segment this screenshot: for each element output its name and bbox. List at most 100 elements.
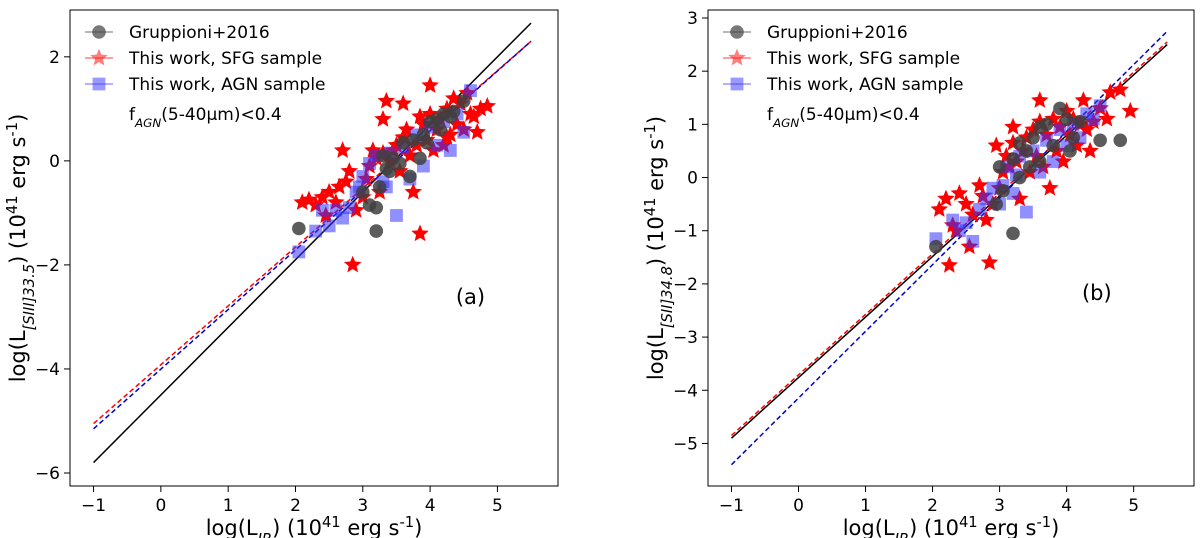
x-tick-label: 3 xyxy=(357,496,368,516)
data-point xyxy=(929,239,943,254)
x-tick-label: 5 xyxy=(1128,496,1139,516)
data-point xyxy=(1111,80,1130,98)
data-point xyxy=(937,189,955,207)
legend: Gruppioni+2016 This work, SFG sample This … xyxy=(85,23,326,130)
y-tick-label: 2 xyxy=(687,62,698,82)
y-tick-label: 2 xyxy=(49,48,60,68)
data-point xyxy=(465,107,483,125)
data-point xyxy=(292,245,306,259)
legend-marker xyxy=(92,77,106,91)
y-tick-label: 1 xyxy=(687,115,698,135)
data-point xyxy=(403,169,417,184)
data-point xyxy=(1093,99,1107,113)
data-point xyxy=(1098,109,1116,127)
data-point xyxy=(1053,123,1067,137)
data-point xyxy=(333,141,352,158)
legend-label: Gruppioni+2016 xyxy=(129,23,270,43)
data-point xyxy=(1093,133,1107,148)
legend: Gruppioni+2016 This work, SFG sample This … xyxy=(723,23,964,130)
y-tick-label: −3 xyxy=(673,328,698,348)
data-point xyxy=(957,194,975,212)
data-point xyxy=(1046,138,1061,153)
data-point xyxy=(986,181,1000,195)
data-point xyxy=(1081,141,1099,159)
x-tick-label: 3 xyxy=(994,496,1005,516)
data-point xyxy=(340,162,359,179)
plot-frame xyxy=(707,9,1195,487)
y-tick-label: 0 xyxy=(687,169,698,189)
data-point xyxy=(946,213,960,227)
data-point xyxy=(1039,117,1054,132)
data-point xyxy=(478,97,497,114)
legend-marker xyxy=(728,48,746,66)
data-point xyxy=(446,104,461,119)
data-point xyxy=(464,84,477,98)
data-point xyxy=(372,180,387,194)
data-point xyxy=(1010,189,1029,207)
legend-label: Gruppioni+2016 xyxy=(767,23,908,43)
x-tick-label: −1 xyxy=(81,496,106,516)
data-point xyxy=(320,182,338,200)
data-point xyxy=(471,99,490,117)
data-point xyxy=(1022,160,1037,174)
data-point xyxy=(966,234,980,248)
data-point xyxy=(1006,187,1020,200)
x-axis-label: log(LIR) (1041 erg s-1) xyxy=(843,514,1060,538)
data-point xyxy=(316,203,329,217)
data-point xyxy=(1033,154,1047,169)
panel-label: (a) xyxy=(456,285,485,309)
legend-label: This work, SFG sample xyxy=(766,49,960,69)
data-point xyxy=(1053,101,1067,116)
data-point xyxy=(293,193,311,210)
data-point xyxy=(973,203,986,216)
series-circle xyxy=(929,101,1128,254)
legend-label: This work, SFG sample xyxy=(128,49,322,69)
data-point xyxy=(1033,165,1047,179)
y-tick-label: −5 xyxy=(673,434,698,454)
data-point xyxy=(330,177,348,195)
data-point xyxy=(468,123,486,140)
x-tick-label: 2 xyxy=(290,496,301,516)
y-tick-label: 0 xyxy=(49,152,60,172)
data-point xyxy=(930,200,949,217)
data-point xyxy=(992,160,1007,174)
x-tick-label: 0 xyxy=(793,496,804,516)
data-point xyxy=(977,210,995,228)
data-point xyxy=(1101,83,1119,100)
data-point xyxy=(309,224,323,238)
legend-marker xyxy=(730,77,744,91)
legend-marker xyxy=(90,48,108,66)
data-point xyxy=(369,200,384,215)
data-point xyxy=(970,176,989,193)
legend-marker xyxy=(730,25,744,39)
data-area xyxy=(730,30,1168,466)
y-tick-label: −4 xyxy=(673,381,698,401)
data-point xyxy=(1059,112,1074,126)
data-point xyxy=(1020,205,1033,219)
data-area xyxy=(93,22,532,464)
data-point xyxy=(1066,130,1081,145)
data-point xyxy=(456,94,471,108)
legend-label: This work, AGN sample xyxy=(128,75,326,95)
data-point xyxy=(406,133,421,147)
data-point xyxy=(313,188,332,205)
fit-line-2 xyxy=(730,30,1168,466)
legend-label: This work, AGN sample xyxy=(766,75,964,95)
legend-marker xyxy=(92,25,106,39)
x-tick-label: 0 xyxy=(155,496,166,516)
data-point xyxy=(1073,114,1087,129)
data-point xyxy=(292,221,306,236)
data-point xyxy=(413,151,427,166)
data-point xyxy=(342,201,356,215)
data-point xyxy=(356,170,370,183)
x-tick-label: 5 xyxy=(492,496,503,516)
data-point xyxy=(393,156,407,171)
data-point xyxy=(1019,144,1034,158)
data-point xyxy=(430,138,444,152)
y-tick-label: −2 xyxy=(35,256,60,276)
panel-label: (b) xyxy=(1082,281,1112,305)
data-point xyxy=(940,256,959,273)
data-point xyxy=(979,192,993,206)
y-axis-label: log(L[SII]34.8) (1041 erg s-1) xyxy=(642,116,676,380)
